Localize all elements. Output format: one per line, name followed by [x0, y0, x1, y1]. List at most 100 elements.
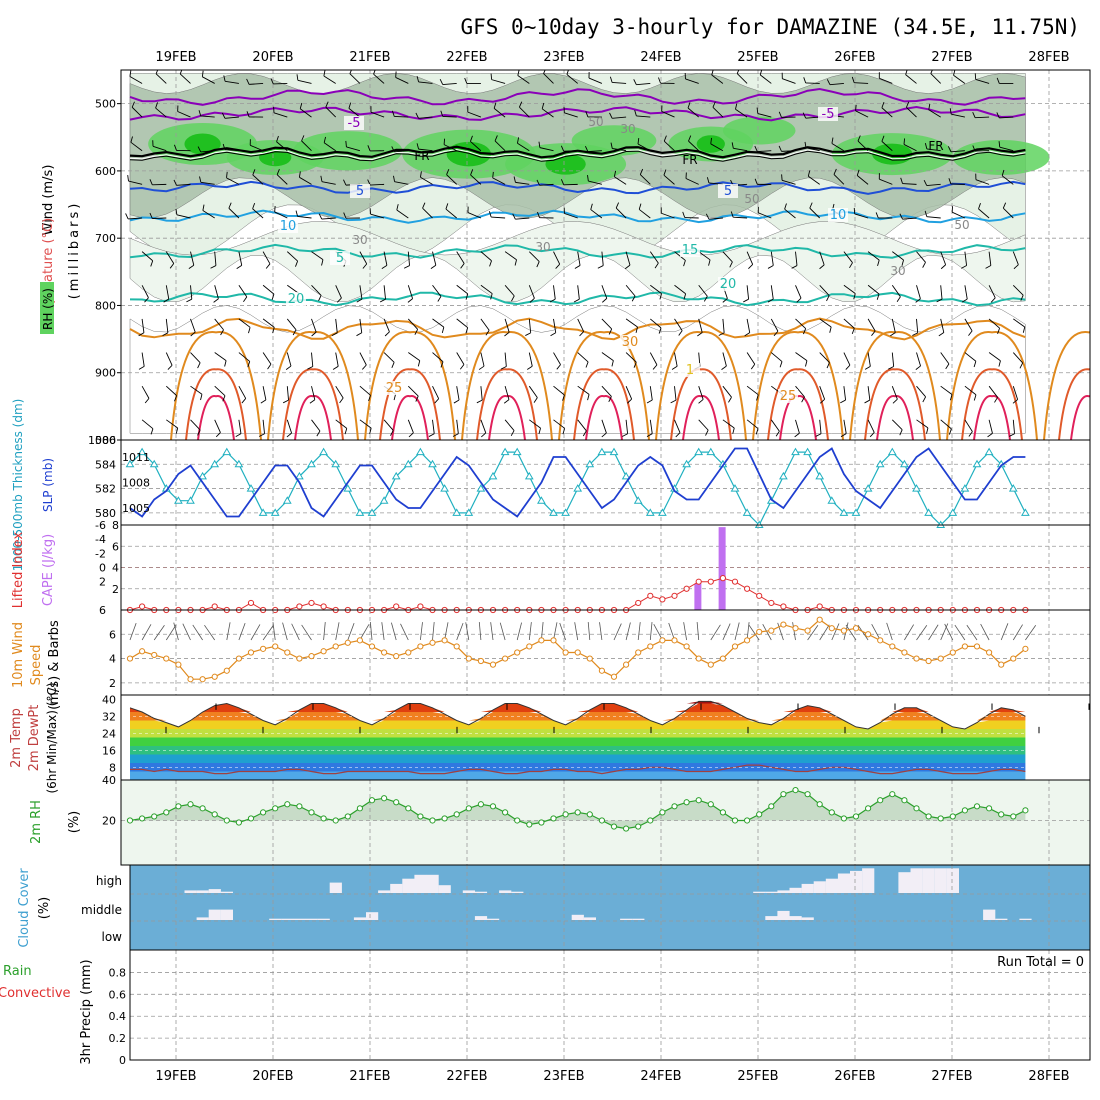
wind-barb-staff — [950, 150, 965, 153]
wind-speed-line-marker — [175, 661, 182, 668]
thickness-line-marker — [537, 496, 546, 504]
wind-barb-staff — [795, 251, 798, 266]
surface-wind-barb — [282, 622, 288, 641]
wind-barb-staff — [141, 352, 145, 367]
lifted-index-line-marker — [417, 603, 424, 610]
rh2m-line-marker — [804, 791, 811, 798]
wind-barb-flag — [150, 428, 154, 435]
wind-barb-staff — [346, 146, 361, 152]
wind-barb-staff — [712, 106, 724, 118]
wind-barb-flag — [316, 430, 321, 437]
cloud-bar — [220, 909, 233, 920]
rh2m-line-marker — [659, 809, 666, 816]
wind-barb-flag — [743, 298, 749, 303]
thickness-line-marker — [440, 484, 449, 492]
wind-barb-staff — [819, 352, 830, 363]
wind-barb-flag — [973, 394, 977, 401]
wind-barb-flag — [562, 394, 565, 401]
wind-barb-staff — [141, 318, 145, 333]
wind-barb-staff — [855, 110, 869, 118]
wind-barb-flag — [881, 135, 885, 142]
surface-wind-barb — [637, 622, 641, 641]
wind-speed-line-marker — [973, 643, 981, 650]
wind-barb-flag — [323, 136, 327, 143]
wind-speed-line-marker — [804, 627, 811, 634]
rh2m-line-marker — [1022, 807, 1029, 814]
thickness-axis-label: 1000-500mb Thickness (dm) — [11, 399, 25, 572]
thickness-line-marker — [621, 471, 631, 480]
surface-wind-barb — [668, 622, 675, 641]
wind-barb-flag — [756, 107, 759, 114]
thickness-line-marker — [488, 471, 498, 480]
wind-barb-staff — [625, 352, 637, 363]
wind-barb-staff — [519, 106, 530, 118]
temp2m-line — [129, 700, 1026, 730]
wind-barb-flag — [320, 175, 323, 182]
wind-barb-staff — [528, 318, 532, 333]
thickness-line-marker — [742, 508, 752, 516]
wind-barb-staff — [867, 419, 875, 433]
wind-barb-flag — [560, 145, 565, 152]
wind-barb-staff — [504, 318, 510, 333]
wind-barb-staff — [224, 149, 239, 152]
wind-barb-staff — [625, 251, 631, 266]
wind-barb-staff — [528, 285, 535, 299]
lifted-index-line-marker — [683, 585, 690, 592]
wind-barb-flag — [1008, 433, 1015, 437]
surface-wind-barb — [465, 622, 470, 641]
wind-barb-staff — [276, 174, 288, 185]
wind-barb-staff — [517, 75, 530, 84]
wind-barb-staff — [819, 318, 832, 328]
wind-barb-staff — [831, 143, 845, 152]
top-date-label: 19FEB — [155, 50, 196, 65]
wind-barb-flag — [670, 399, 677, 404]
wind-barb-flag — [236, 264, 242, 269]
thickness-line-marker — [234, 459, 244, 468]
thickness-tick-label: 584 — [95, 458, 116, 471]
cloud-bar — [571, 914, 584, 920]
thickness-line-marker — [791, 447, 800, 456]
wind-barb-staff — [553, 251, 561, 265]
surface-wind-barb — [777, 622, 784, 641]
wind-barb-flag — [391, 146, 395, 153]
wind-barb-flag — [590, 203, 593, 210]
surface-wind-barb — [192, 624, 203, 641]
wind-barb-staff — [722, 385, 732, 398]
wind-barb-staff — [988, 285, 996, 299]
wind-barb-flag — [728, 396, 732, 403]
wind-barb-staff — [1012, 352, 1023, 364]
wind-barb-staff — [529, 419, 541, 429]
wind-barb-staff — [625, 284, 636, 297]
wind-barb-flag — [611, 360, 614, 367]
wind-barb-flag — [871, 330, 876, 336]
wind-barb-flag — [343, 212, 347, 219]
thickness-line-marker — [827, 496, 837, 504]
wind-barb-flag — [525, 332, 531, 336]
wind-barb-flag — [452, 433, 459, 437]
lifted-index-line-marker — [647, 592, 654, 599]
millibars-label: (millibars) — [67, 201, 82, 300]
wind-barb-staff — [286, 318, 297, 331]
li-tick-label: -6 — [95, 519, 106, 532]
rh2m-line-marker — [489, 803, 497, 810]
wind-barb-flag — [460, 263, 465, 269]
wind-barb-flag — [615, 202, 620, 209]
wind-barb-staff — [480, 352, 485, 367]
wind-barb-flag — [585, 111, 589, 118]
thickness-line-marker — [270, 508, 280, 516]
wind-barb-flag — [384, 331, 390, 337]
lifted-index-line-marker — [707, 578, 714, 585]
rh-axis-label: RH (%) — [41, 288, 55, 330]
rh2m-units-label: (%) — [67, 811, 82, 834]
wind-barb-flag — [514, 259, 517, 266]
wind-barb-staff — [698, 419, 709, 431]
surface-wind-barb — [182, 623, 191, 641]
wind-barb-flag — [994, 397, 998, 403]
wind-barb-staff — [238, 352, 250, 362]
wind-barb-flag — [367, 145, 371, 152]
wind-barb-staff — [601, 251, 604, 266]
wind-barb-staff — [504, 419, 515, 431]
rh2m-line-marker — [175, 803, 182, 810]
contour-25 — [267, 331, 359, 440]
contour-35 — [682, 395, 720, 440]
